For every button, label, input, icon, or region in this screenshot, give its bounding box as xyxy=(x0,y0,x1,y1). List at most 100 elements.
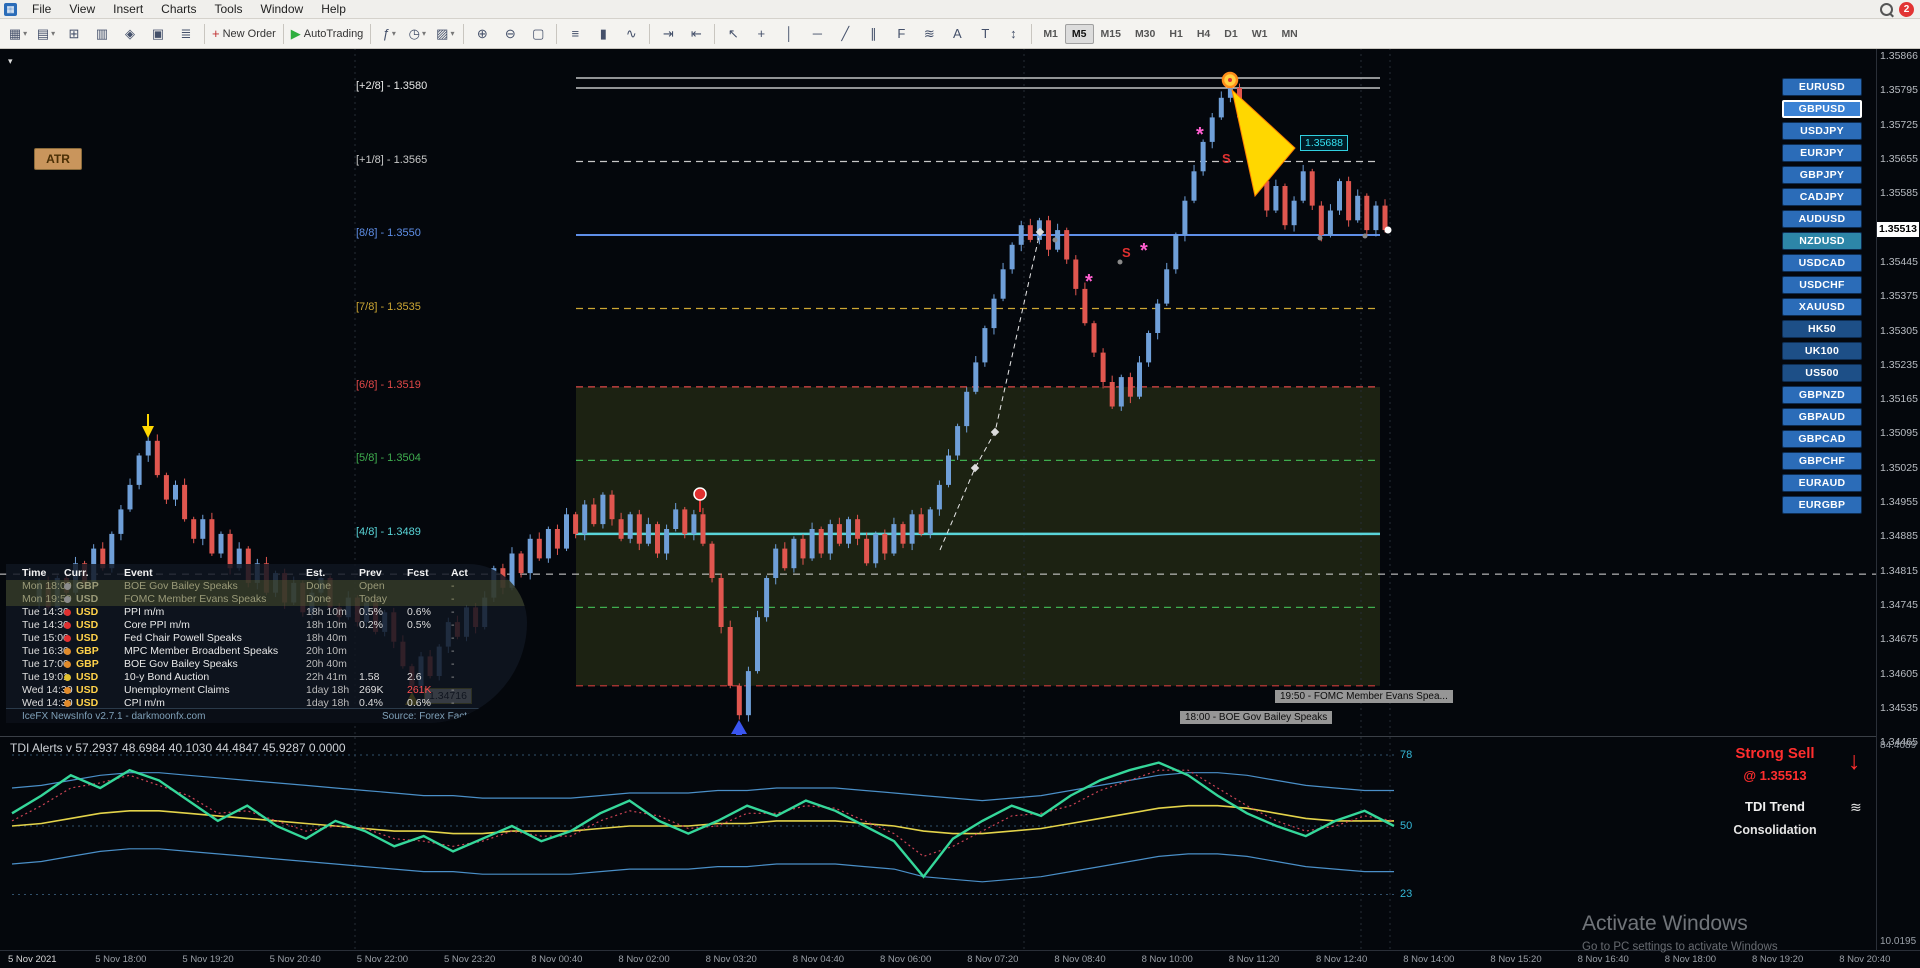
menu-item-insert[interactable]: Insert xyxy=(113,2,144,16)
news-estimate: 18h 10m xyxy=(306,606,347,618)
tdi-indicator-panel[interactable]: TDI Alerts v 57.2937 48.6984 40.1030 44.… xyxy=(0,736,1877,951)
symbol-button-usdcad[interactable]: USDCAD xyxy=(1782,254,1862,272)
timeframe-m5[interactable]: M5 xyxy=(1064,23,1094,44)
arrows-button[interactable]: ↕ xyxy=(999,21,1027,46)
menu-item-file[interactable]: File xyxy=(32,2,52,16)
horizontal-line-button[interactable]: ─ xyxy=(803,21,831,46)
time-axis-label: 8 Nov 02:00 xyxy=(618,954,670,965)
symbol-button-gbpjpy[interactable]: GBPJPY xyxy=(1782,166,1862,184)
symbol-button-eurjpy[interactable]: EURJPY xyxy=(1782,144,1862,162)
vertical-line-button[interactable]: │ xyxy=(775,21,803,46)
timeframe-m1[interactable]: M1 xyxy=(1043,27,1058,40)
symbol-button-gbpaud[interactable]: GBPAUD xyxy=(1782,408,1862,426)
symbol-button-gbpcad[interactable]: GBPCAD xyxy=(1782,430,1862,448)
trendline-button-glyph: ╱ xyxy=(841,25,850,41)
menu-item-view[interactable]: View xyxy=(69,2,96,16)
zoom-in-button[interactable]: ⊕ xyxy=(468,21,496,46)
symbol-button-uk100[interactable]: UK100 xyxy=(1782,342,1862,360)
candlestick-chart-button[interactable]: ▮ xyxy=(589,21,617,46)
line-chart-button[interactable]: ∿ xyxy=(617,21,645,46)
symbol-button-usdjpy[interactable]: USDJPY xyxy=(1782,122,1862,140)
trendline-button[interactable]: ╱ xyxy=(831,21,859,46)
symbol-button-us500[interactable]: US500 xyxy=(1782,364,1862,382)
autotrading-button[interactable]: ▶ AutoTrading xyxy=(288,21,367,46)
notification-badge[interactable]: 2 xyxy=(1899,1,1914,17)
news-forecast: 2.6 xyxy=(407,671,422,683)
toolbar-group: ↖ + │ ─ ╱ ∥ F ≋ A T ↕ xyxy=(719,21,1027,46)
news-time: Mon 18:00 xyxy=(22,580,72,592)
symbol-button-usdchf[interactable]: USDCHF xyxy=(1782,276,1862,294)
timeframe-w1[interactable]: W1 xyxy=(1251,27,1268,40)
crosshair-button[interactable]: + xyxy=(747,21,775,46)
scroll-anchor-icon: ▾ xyxy=(8,56,13,66)
tdi-title: TDI Alerts v 57.2937 48.6984 40.1030 44.… xyxy=(10,741,346,755)
time-axis-label: 8 Nov 12:40 xyxy=(1316,954,1368,965)
menu-item-help[interactable]: Help xyxy=(321,2,346,16)
time-axis[interactable]: 5 Nov 2021 5 Nov 18:00 5 Nov 19:20 5 Nov 20… xyxy=(0,950,1920,968)
terminal-button[interactable]: ▣ xyxy=(144,21,172,46)
timeframe-group: M1 M5 M15 M30 H1 H4 D1 W1 MN xyxy=(1036,23,1304,44)
periods-button-glyph: ◷ xyxy=(408,25,420,41)
price-scale-label: 1.34465 xyxy=(1880,736,1918,749)
label-button[interactable]: T xyxy=(971,21,999,46)
search-icon[interactable] xyxy=(1880,2,1893,16)
symbol-button-euraud[interactable]: EURAUD xyxy=(1782,474,1862,492)
atr-indicator-button[interactable]: ATR xyxy=(34,148,82,170)
symbol-button-nzdusd[interactable]: NZDUSD xyxy=(1782,232,1862,250)
toolbar-separator xyxy=(556,23,558,44)
templates-button[interactable]: ▨ xyxy=(431,21,459,46)
timeframe-mn[interactable]: MN xyxy=(1281,27,1298,40)
time-axis-label: 8 Nov 11:20 xyxy=(1228,954,1280,965)
market-watch-button[interactable]: ⊞ xyxy=(60,21,88,46)
menu-item-charts[interactable]: Charts xyxy=(161,2,197,16)
shapes-button[interactable]: ≋ xyxy=(915,21,943,46)
timeframe-h1[interactable]: H1 xyxy=(1169,27,1183,40)
data-window-button[interactable]: ▥ xyxy=(88,21,116,46)
text-button[interactable]: A xyxy=(943,21,971,46)
zoom-out-button[interactable]: ⊖ xyxy=(496,21,524,46)
impact-dot-icon xyxy=(64,609,71,616)
tile-windows-button[interactable]: ▢ xyxy=(524,21,552,46)
symbol-button-xauusd[interactable]: XAUUSD xyxy=(1782,298,1862,316)
new-chart-button[interactable]: ▦ xyxy=(4,21,32,46)
symbol-button-eurgbp[interactable]: EURGBP xyxy=(1782,496,1862,514)
price-scale[interactable]: 1.35866 1.35795 1.35725 1.35655 1.35585 1.354… xyxy=(1876,48,1920,950)
murrey-level-label: [5/8] - 1.3504 xyxy=(356,452,421,465)
timeframe-d1[interactable]: D1 xyxy=(1224,27,1238,40)
news-time: Wed 14:30 xyxy=(22,697,73,709)
symbol-button-gbpnzd[interactable]: GBPNZD xyxy=(1782,386,1862,404)
strategy-tester-button-glyph: ≣ xyxy=(180,25,192,41)
profiles-button[interactable]: ▤ xyxy=(32,21,60,46)
symbol-button-gbpusd[interactable]: GBPUSD xyxy=(1782,100,1862,118)
trend-squiggle-icon: ≋ xyxy=(1850,799,1862,815)
timeframe-h4[interactable]: H4 xyxy=(1196,27,1211,40)
chart-shift-button[interactable]: ⇤ xyxy=(682,21,710,46)
symbol-button-eurusd[interactable]: EURUSD xyxy=(1782,78,1862,96)
periods-button[interactable]: ◷ xyxy=(403,21,431,46)
cursor-button[interactable]: ↖ xyxy=(719,21,747,46)
strategy-tester-button[interactable]: ≣ xyxy=(172,21,200,46)
timeframe-m30[interactable]: M30 xyxy=(1134,27,1156,40)
time-axis-label: 8 Nov 03:20 xyxy=(705,954,757,965)
zoom-in-button-glyph: ⊕ xyxy=(476,25,488,41)
symbol-button-cadjpy[interactable]: CADJPY xyxy=(1782,188,1862,206)
navigator-button[interactable]: ◈ xyxy=(116,21,144,46)
sell-arrow-icon: ↓ xyxy=(1848,747,1861,775)
symbol-button-hk50[interactable]: HK50 xyxy=(1782,320,1862,338)
news-column-header: Time xyxy=(22,567,47,579)
news-event: 10-y Bond Auction xyxy=(124,671,210,683)
bar-chart-button[interactable]: ≡ xyxy=(561,21,589,46)
symbol-button-audusd[interactable]: AUDUSD xyxy=(1782,210,1862,228)
news-previous: 269K xyxy=(359,684,384,696)
channel-button[interactable]: ∥ xyxy=(859,21,887,46)
impact-dot-icon xyxy=(64,635,71,642)
fibonacci-button[interactable]: F xyxy=(887,21,915,46)
murrey-level-label: [7/8] - 1.3535 xyxy=(356,300,421,313)
menu-item-tools[interactable]: Tools xyxy=(214,2,243,16)
auto-scroll-button[interactable]: ⇥ xyxy=(654,21,682,46)
menu-item-window[interactable]: Window xyxy=(260,2,304,16)
new-order-button[interactable]: + New Order xyxy=(209,21,279,46)
indicators-button[interactable]: ƒ xyxy=(375,21,403,46)
symbol-button-gbpchf[interactable]: GBPCHF xyxy=(1782,452,1862,470)
timeframe-m15[interactable]: M15 xyxy=(1100,27,1121,40)
